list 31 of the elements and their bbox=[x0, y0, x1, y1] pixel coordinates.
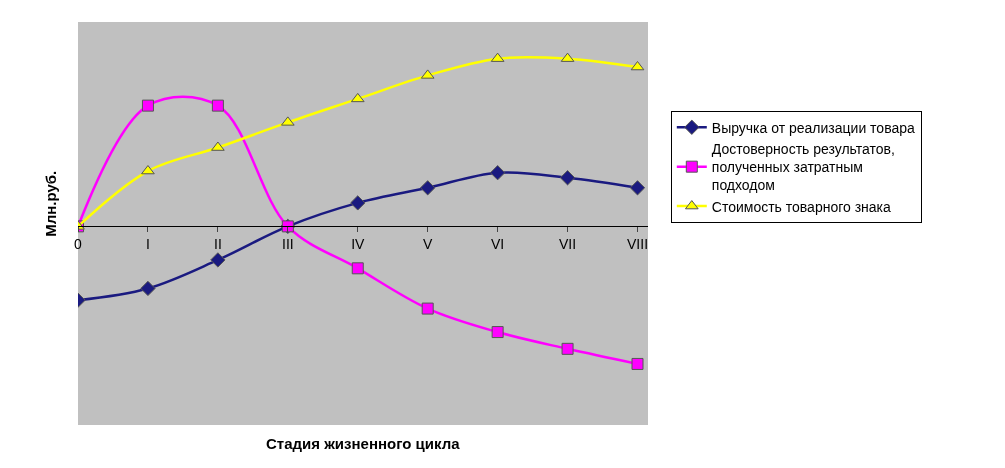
point bbox=[420, 180, 436, 196]
legend-label: Выручка от реализации товара bbox=[711, 119, 916, 136]
x-tick-label: II bbox=[213, 236, 222, 253]
point bbox=[559, 170, 576, 186]
point bbox=[631, 357, 644, 370]
point bbox=[629, 180, 646, 196]
legend-label: Стоимость товарного знака bbox=[711, 198, 892, 215]
point bbox=[351, 262, 364, 275]
point bbox=[491, 326, 504, 339]
y-axis-title: Млн.руб. bbox=[42, 170, 60, 237]
point bbox=[350, 195, 366, 211]
x-axis-title: Стадия жизненного цикла bbox=[266, 435, 461, 452]
point bbox=[210, 252, 226, 268]
point bbox=[350, 92, 365, 103]
point bbox=[141, 165, 155, 175]
x-tick-label: V bbox=[423, 236, 434, 253]
x-tick-label: 0 bbox=[74, 236, 83, 253]
x-tick-label: VIII bbox=[627, 236, 649, 253]
point bbox=[489, 165, 506, 181]
x-tick-label: III bbox=[281, 236, 294, 253]
x-tick-label: VII bbox=[559, 236, 577, 253]
point bbox=[141, 99, 154, 112]
x-tick-label: IV bbox=[351, 236, 366, 253]
point bbox=[211, 141, 225, 151]
x-tick-label: VI bbox=[491, 236, 505, 253]
legend-label: Достоверность результатов, полученных затратным подходом bbox=[711, 140, 895, 194]
point bbox=[211, 99, 224, 112]
point bbox=[140, 280, 156, 297]
x-tick-label: I bbox=[145, 236, 150, 253]
point bbox=[561, 342, 574, 355]
point bbox=[421, 302, 434, 315]
